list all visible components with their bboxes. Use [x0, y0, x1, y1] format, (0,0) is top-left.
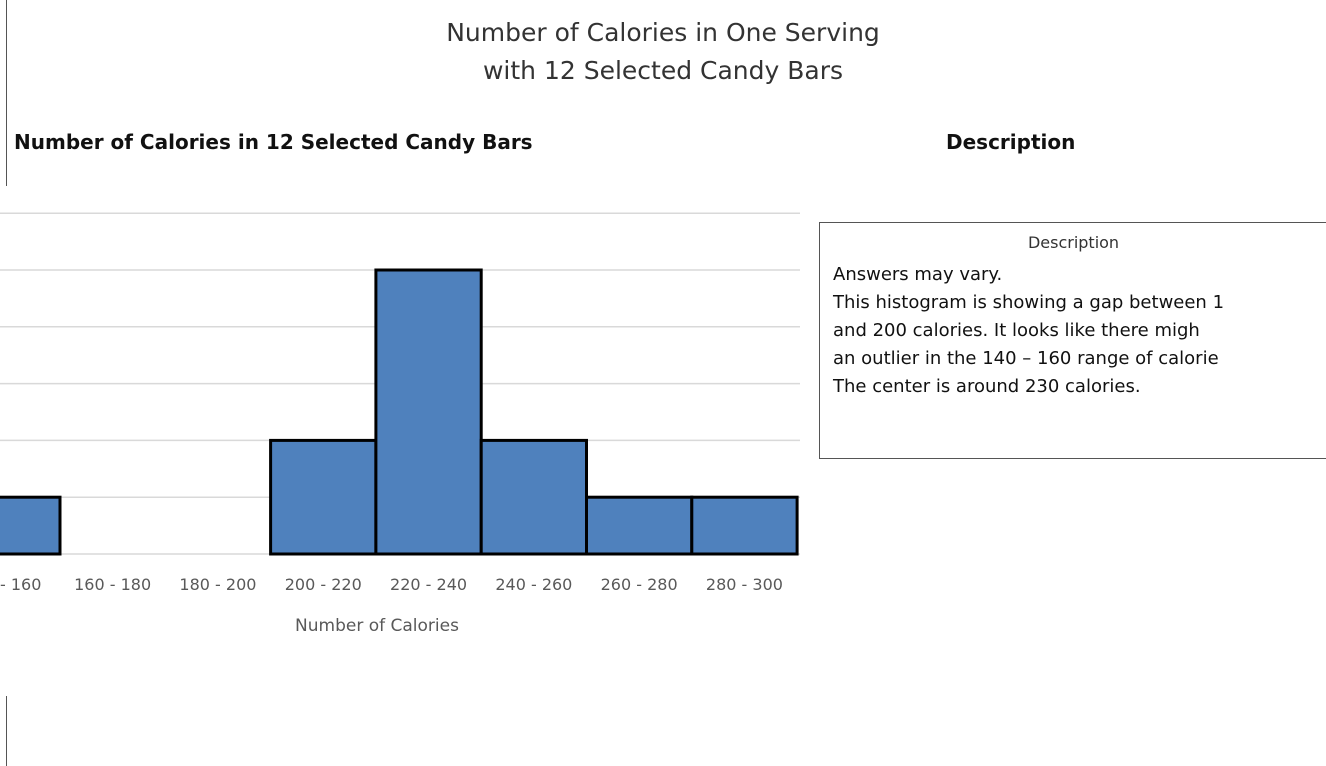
histogram-bar [374, 268, 483, 556]
frame-left-border-bottom [6, 696, 7, 766]
page-title: Number of Calories in One Serving with 1… [0, 14, 1326, 90]
x-tick-label: 180 - 200 [179, 575, 256, 594]
description-text: Answers may vary. This histogram is show… [833, 261, 1224, 401]
description-line: This histogram is showing a gap between … [833, 292, 1225, 313]
x-tick-label: 280 - 300 [706, 575, 783, 594]
x-tick-label: - 160 [0, 575, 41, 594]
histogram-bar [0, 495, 62, 556]
description-line: an outlier in the 140 – 160 range of cal… [833, 348, 1219, 369]
x-tick-label: 160 - 180 [74, 575, 151, 594]
frame-left-border-top [6, 0, 7, 186]
x-tick-label: 260 - 280 [601, 575, 678, 594]
x-tick-label: 220 - 240 [390, 575, 467, 594]
chart-section-header: Number of Calories in 12 Selected Candy … [14, 130, 533, 154]
histogram-bar [269, 438, 378, 556]
description-box-title: Description [1027, 233, 1120, 252]
description-box: Description Answers may vary. This histo… [819, 222, 1326, 459]
x-tick-label: 200 - 220 [285, 575, 362, 594]
histogram-chart: - 160 160 - 180 180 - 200 200 - 220 220 - 24… [0, 212, 800, 636]
page-title-line-2: with 12 Selected Candy Bars [482, 56, 844, 85]
histogram-bar [690, 495, 799, 556]
histogram-bar [479, 438, 589, 556]
description-line: Answers may vary. [833, 264, 1003, 285]
description-line: and 200 calories. It looks like there mi… [833, 320, 1200, 341]
description-section-header: Description [946, 130, 1076, 154]
x-axis-title: Number of Calories [295, 616, 459, 636]
histogram-bar [585, 495, 694, 556]
description-line: The center is around 230 calories. [833, 376, 1141, 397]
x-tick-label: 240 - 260 [495, 575, 572, 594]
page-title-line-1: Number of Calories in One Serving [446, 18, 880, 47]
